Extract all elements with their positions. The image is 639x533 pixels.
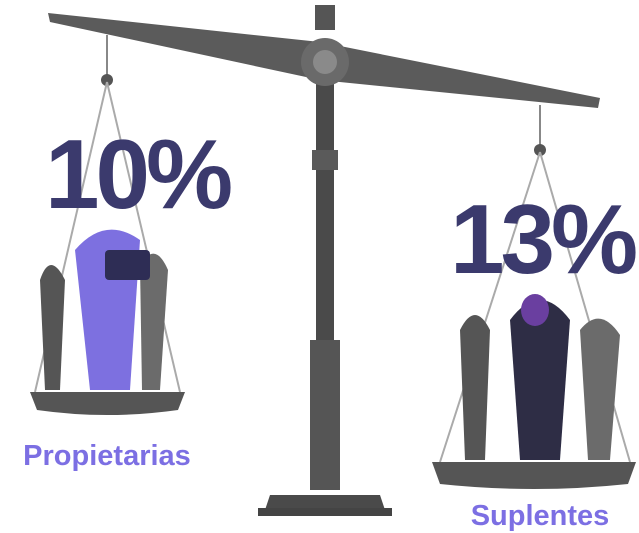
- right-percent: 13%: [450, 184, 636, 294]
- right-label: Suplentes: [471, 500, 610, 532]
- scale-infographic: 10% 13% Propietarias Suplentes: [0, 0, 639, 533]
- right-pan: [432, 105, 636, 489]
- left-label: Propietarias: [23, 440, 191, 472]
- left-percent: 10%: [45, 119, 231, 229]
